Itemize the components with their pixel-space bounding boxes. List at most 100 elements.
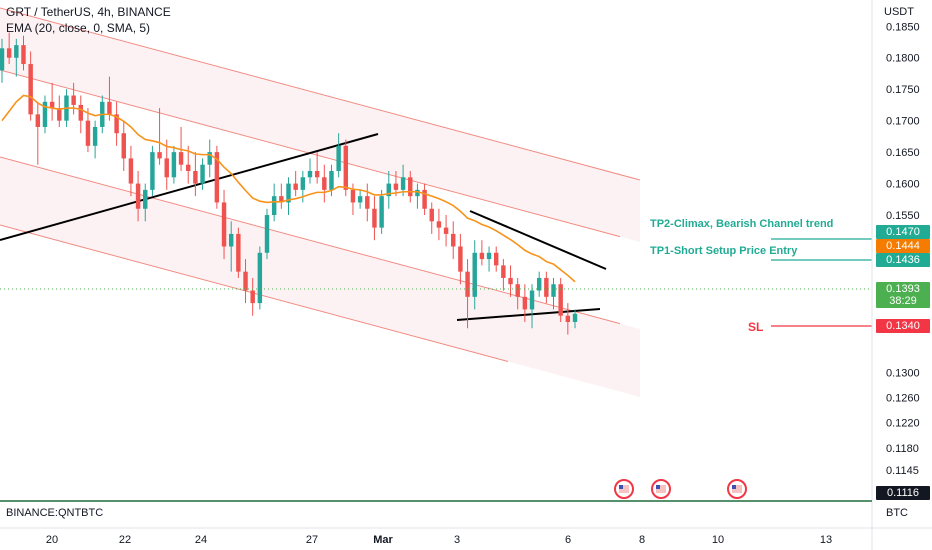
price-tick-label: 0.1700	[886, 116, 920, 128]
candle-body	[85, 120, 91, 146]
candle-body	[400, 177, 406, 190]
time-tick-label: Mar	[373, 534, 393, 546]
tp1-annotation: TP1-Short Setup Price Entry	[650, 245, 798, 257]
candle-body	[128, 158, 134, 184]
time-tick-label: 3	[454, 534, 460, 546]
candle-body	[121, 133, 126, 159]
candle-body	[271, 196, 277, 216]
candle-body	[558, 284, 563, 316]
candle-body	[365, 196, 370, 209]
candle-body	[193, 170, 198, 184]
candle-body	[135, 183, 141, 209]
candle-body	[322, 177, 327, 190]
candle-body	[214, 152, 220, 203]
candle-body	[422, 189, 427, 209]
candle-body	[458, 246, 463, 272]
candle-body	[493, 252, 499, 266]
candle-body	[92, 126, 98, 146]
time-tick-label: 27	[306, 534, 318, 546]
candle-body	[114, 114, 119, 134]
time-tick-label: 24	[195, 534, 207, 546]
price-tick-label: 0.1300	[886, 367, 920, 379]
candle-body	[257, 252, 263, 304]
candle-body	[143, 189, 148, 209]
candle-body	[307, 170, 313, 178]
candle-body	[178, 152, 184, 165]
candle-body	[314, 170, 320, 178]
time-tick-label: 13	[820, 534, 832, 546]
candle-body	[6, 48, 12, 58]
time-tick-label: 8	[639, 534, 645, 546]
time-tick-label: 6	[565, 534, 571, 546]
tp1-price-tag: 0.1436	[876, 253, 930, 267]
candle-body	[236, 233, 241, 272]
candle-body	[207, 152, 212, 165]
candle-body	[408, 177, 413, 197]
price-tick-label: 0.1750	[886, 84, 920, 96]
candle-body	[565, 315, 571, 322]
sl-annotation: SL	[748, 320, 764, 334]
candle-body	[415, 189, 420, 197]
candle-body	[551, 284, 556, 297]
candle-body	[501, 265, 506, 278]
candle-body	[529, 290, 535, 310]
flag-stripes-icon	[732, 485, 742, 493]
candle-body	[357, 196, 363, 203]
candle-body	[479, 252, 485, 260]
candle-body	[536, 277, 542, 291]
candle-body	[379, 196, 384, 228]
ema-line	[1, 94, 576, 283]
candle-body	[107, 101, 112, 115]
countdown-tag: 38:29	[876, 294, 930, 308]
channel-line	[0, 7, 641, 181]
sl-price-tag: 0.1340	[876, 319, 930, 333]
candle-body	[250, 290, 255, 304]
candle-body	[42, 101, 48, 127]
triangle-upper-line	[469, 210, 607, 270]
price-tick-label: 0.1180	[886, 443, 919, 455]
candle-body	[386, 183, 391, 197]
flag-canton-icon	[656, 485, 660, 489]
flag-stripes-icon	[619, 485, 629, 493]
candle-body	[472, 252, 477, 297]
candle-body	[264, 215, 270, 253]
candle-body	[0, 48, 5, 71]
candle-body	[336, 145, 341, 171]
candle-body	[71, 95, 76, 105]
channel-band	[0, 8, 640, 242]
price-tick-label: 0.1650	[886, 147, 920, 159]
trendlines	[0, 133, 607, 321]
candle-body	[150, 152, 155, 190]
candle-body	[393, 183, 399, 190]
tp2-annotation: TP2-Climax, Bearish Channel trend	[650, 218, 834, 230]
chart-title: GRT / TetherUS, 4h, BINANCE	[6, 5, 171, 19]
price-tick-label: 0.1260	[886, 392, 920, 404]
candle-body	[465, 271, 470, 297]
candle-body	[372, 208, 377, 228]
ema-price-tag: 0.1444	[876, 239, 930, 253]
candle-body	[228, 233, 234, 247]
candle-body	[57, 108, 62, 121]
candle-body	[572, 313, 578, 322]
candle-body	[436, 221, 442, 228]
candle-body	[522, 296, 528, 310]
candle-body	[544, 277, 549, 297]
price-tick-label: 0.1850	[886, 21, 920, 33]
sub-pane-symbol: BINANCE:QNTBTC	[6, 507, 104, 519]
price-tick-label: 0.1600	[886, 179, 920, 191]
flag-stripes-icon	[656, 485, 666, 493]
price-tick-label: 0.1800	[886, 53, 920, 65]
uptrend-line	[0, 133, 379, 241]
target-lines	[0, 238, 872, 327]
candle-body	[157, 152, 162, 159]
candle-body	[28, 64, 33, 115]
candle-body	[286, 183, 291, 203]
price-tick-label: 0.1145	[886, 465, 919, 477]
channel-band	[0, 157, 640, 397]
candle-body	[300, 177, 306, 190]
candle-body	[200, 164, 205, 184]
sub-pane-unit: BTC	[886, 507, 908, 519]
triangle-lower-line	[456, 308, 601, 321]
candle-body	[515, 284, 520, 297]
